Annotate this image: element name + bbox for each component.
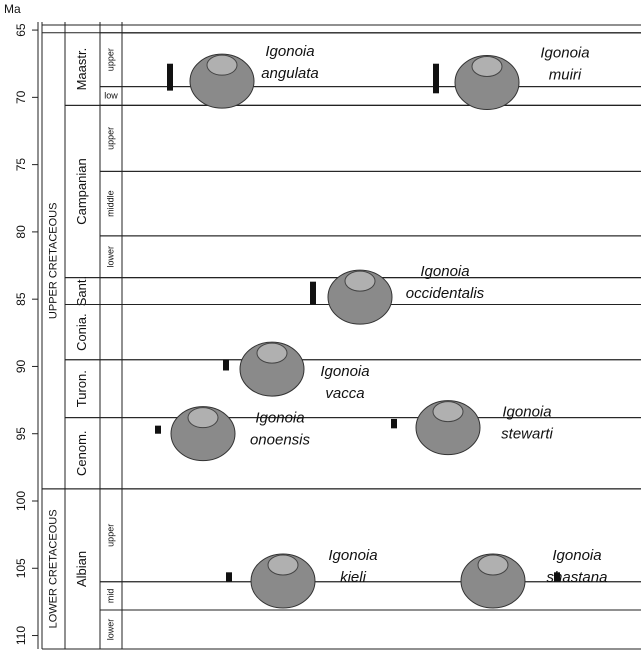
shell-whorl (477, 554, 509, 576)
shell-image (250, 553, 316, 609)
species-name: kieli (340, 569, 367, 586)
y-tick-label: 95 (14, 427, 28, 441)
species-name: stewarti (501, 426, 553, 443)
stage-label: Albian (74, 551, 89, 587)
shell-image (415, 400, 481, 456)
substage-label: middle (105, 190, 115, 217)
range-bar (155, 425, 161, 434)
stage-label: Turon. (74, 370, 89, 407)
shell-whorl (432, 401, 464, 423)
y-tick-label: 80 (14, 225, 28, 239)
species-name: vacca (325, 385, 364, 402)
shell-whorl (256, 342, 288, 364)
shell-image (327, 269, 393, 325)
species-name: angulata (261, 65, 319, 82)
y-tick-label: 85 (14, 292, 28, 306)
species-name: shastana (547, 569, 608, 586)
period-label: LOWER CRETACEOUS (47, 509, 59, 628)
y-tick-label: 65 (14, 23, 28, 37)
species-genus: Igonoia (320, 363, 369, 380)
shell-whorl (471, 56, 503, 78)
shell-whorl (267, 554, 299, 576)
range-bar (433, 63, 439, 94)
substage-label: lower (105, 246, 115, 268)
y-tick-label: 75 (14, 158, 28, 172)
shell-image (170, 406, 236, 462)
species-genus: Igonoia (540, 44, 589, 61)
shell-image (460, 553, 526, 609)
stage-label: Maastr. (74, 48, 89, 91)
range-bar (226, 572, 232, 582)
shell-whorl (187, 407, 219, 429)
range-bar (167, 63, 173, 91)
period-label: UPPER CRETACEOUS (47, 203, 59, 320)
substage-label: upper (105, 524, 115, 547)
shell-image (454, 55, 520, 111)
species-genus: Igonoia (328, 547, 377, 564)
species-genus: Igonoia (255, 410, 304, 427)
species-name: onoensis (250, 432, 311, 449)
substage-label: low (104, 90, 118, 100)
shell-image (189, 53, 255, 109)
stage-label: Campanian (74, 158, 89, 225)
range-bar (223, 359, 229, 371)
y-tick-label: 105 (14, 558, 28, 578)
substage-label: lower (105, 619, 115, 641)
y-tick-label: 70 (14, 90, 28, 104)
species-genus: Igonoia (552, 547, 601, 564)
species-name: muiri (549, 66, 582, 83)
shell-whorl (344, 270, 376, 292)
range-bar (391, 418, 397, 429)
species-genus: Igonoia (502, 404, 551, 421)
species-name: occidentalis (406, 285, 485, 302)
species-genus: Igonoia (420, 263, 469, 280)
shell-whorl (206, 54, 238, 76)
stage-label: Sant. (74, 276, 89, 306)
stage-label: Conia. (74, 313, 89, 351)
y-tick-label: 90 (14, 359, 28, 373)
y-tick-label: 100 (14, 491, 28, 511)
stage-label: Cenom. (74, 430, 89, 476)
range-bar (554, 572, 560, 582)
substage-label: mid (105, 589, 115, 604)
range-bar (310, 281, 316, 305)
species-genus: Igonoia (265, 43, 314, 60)
shell-image (239, 341, 305, 397)
substage-label: upper (105, 127, 115, 150)
y-axis-label: Ma (4, 2, 21, 16)
y-tick-label: 110 (14, 626, 28, 645)
substage-label: upper (105, 48, 115, 71)
